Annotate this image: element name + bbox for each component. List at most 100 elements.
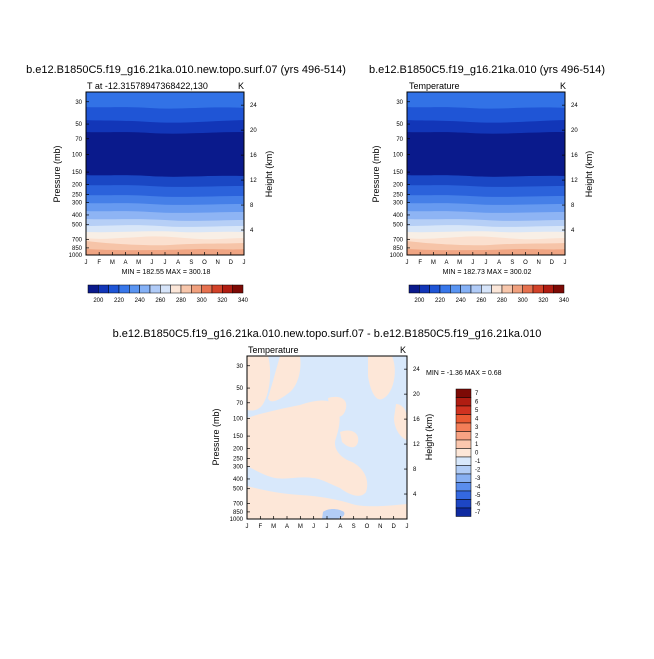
y-tick-label: 1000 (230, 517, 244, 523)
colorbar-box (191, 284, 202, 294)
y-tick-label: 100 (72, 152, 83, 158)
colorbar-box (455, 465, 472, 475)
colorbar-box (455, 482, 472, 492)
y-tick-label: 100 (393, 152, 404, 158)
panel-a-minmax: MIN = 182.55 MAX = 300.18 (122, 269, 211, 276)
y-tick-label: 50 (236, 386, 243, 392)
y-tick-label: 150 (233, 434, 244, 440)
colorbar-label: 3 (475, 425, 479, 431)
y-tick-label: 700 (233, 501, 244, 507)
colorbar-box (108, 284, 120, 294)
colorbar-label: 1 (475, 442, 479, 448)
colorbar-box (211, 284, 223, 294)
y-tick-label: 200 (233, 447, 244, 453)
panel-b-y2label: Height (km) (584, 151, 594, 198)
y-tick-label: 850 (72, 246, 83, 252)
colorbar-box (512, 284, 523, 294)
x-tick-label: O (202, 260, 207, 266)
x-tick-label: F (418, 260, 422, 266)
colorbar-box (232, 284, 244, 294)
y2-tick-label: 16 (250, 153, 257, 159)
y2-tick-label: 16 (413, 417, 420, 423)
y-tick-label: 850 (233, 510, 244, 516)
colorbar-label: 6 (475, 400, 479, 406)
x-tick-label: J (326, 524, 329, 530)
panel-b-colorbar: 200 220 240 260 280 300 320 340 (408, 284, 570, 304)
y2-tick-label: 4 (413, 492, 417, 498)
x-tick-label: N (215, 260, 219, 266)
colorbar-label: 320 (538, 298, 549, 304)
colorbar-box (455, 499, 472, 509)
panel-b-units: K (560, 81, 566, 91)
colorbar-label: 240 (135, 298, 146, 304)
colorbar-label: -1 (475, 459, 481, 465)
panel-b-plot (407, 92, 565, 255)
x-tick-label: A (176, 260, 180, 266)
colorbar-box (170, 284, 182, 294)
colorbar-box (455, 439, 472, 449)
panel-c-units: K (400, 345, 406, 355)
colorbar-box (553, 284, 565, 294)
y-tick-label: 250 (72, 192, 83, 198)
colorbar-label: 340 (238, 298, 249, 304)
colorbar-label: 7 (475, 391, 479, 397)
y-tick-label: 500 (233, 487, 244, 493)
colorbar-label: 200 (93, 298, 104, 304)
x-tick-label: J (312, 524, 315, 530)
colorbar-box (470, 284, 482, 294)
colorbar-label: -7 (475, 510, 481, 516)
colorbar-label: -5 (475, 493, 481, 499)
colorbar-label: -2 (475, 468, 481, 474)
colorbar-box (408, 284, 420, 294)
y-tick-label: 150 (393, 170, 404, 176)
colorbar-box (455, 414, 472, 424)
y-tick-label: 200 (393, 183, 404, 189)
y-tick-label: 1000 (390, 253, 404, 259)
y-tick-label: 30 (75, 100, 82, 106)
x-tick-label: N (378, 524, 382, 530)
y2-tick-label: 20 (413, 392, 420, 398)
colorbar-box (455, 397, 472, 407)
colorbar-box (98, 284, 109, 294)
x-tick-label: S (510, 260, 514, 266)
colorbar-label: 240 (456, 298, 467, 304)
colorbar-label: 260 (476, 298, 487, 304)
colorbar-box (439, 284, 451, 294)
colorbar-box (455, 388, 472, 398)
colorbar-label: 300 (197, 298, 208, 304)
colorbar-box (419, 284, 430, 294)
y-tick-label: 300 (72, 200, 83, 206)
panel-c-subtitle: Temperature (248, 345, 299, 355)
y-tick-label: 400 (393, 213, 404, 219)
y-tick-label: 1000 (69, 253, 83, 259)
colorbar-box (222, 284, 233, 294)
y2-tick-label: 16 (571, 153, 578, 159)
y-tick-label: 150 (72, 170, 83, 176)
y-tick-label: 250 (393, 192, 404, 198)
x-tick-label: O (523, 260, 528, 266)
colorbar-box (429, 284, 441, 294)
y2-tick-label: 12 (413, 442, 420, 448)
y2-tick-label: 24 (571, 103, 578, 109)
y-tick-label: 70 (75, 137, 82, 143)
y2-tick-label: 8 (413, 467, 417, 473)
panel-b-subtitle: Temperature (409, 81, 460, 91)
x-tick-label: A (123, 260, 127, 266)
x-tick-label: A (444, 260, 448, 266)
colorbar-label: 220 (114, 298, 125, 304)
colorbar-box (455, 473, 472, 483)
colorbar-box (532, 284, 544, 294)
x-tick-label: J (243, 260, 246, 266)
y-tick-label: 300 (233, 464, 244, 470)
colorbar-label: -6 (475, 502, 481, 508)
y2-tick-label: 4 (250, 228, 254, 234)
panel-b-axes: J F M A M J J A S O N D J 30 50 70 100 150 200 250 300 400 500… (390, 100, 579, 266)
colorbar-box (87, 284, 99, 294)
x-tick-label: O (365, 524, 370, 530)
colorbar-box (129, 284, 140, 294)
colorbar-label: -4 (475, 485, 481, 491)
y2-tick-label: 12 (571, 178, 578, 184)
colorbar-label: 300 (518, 298, 529, 304)
colorbar-box (455, 448, 472, 458)
